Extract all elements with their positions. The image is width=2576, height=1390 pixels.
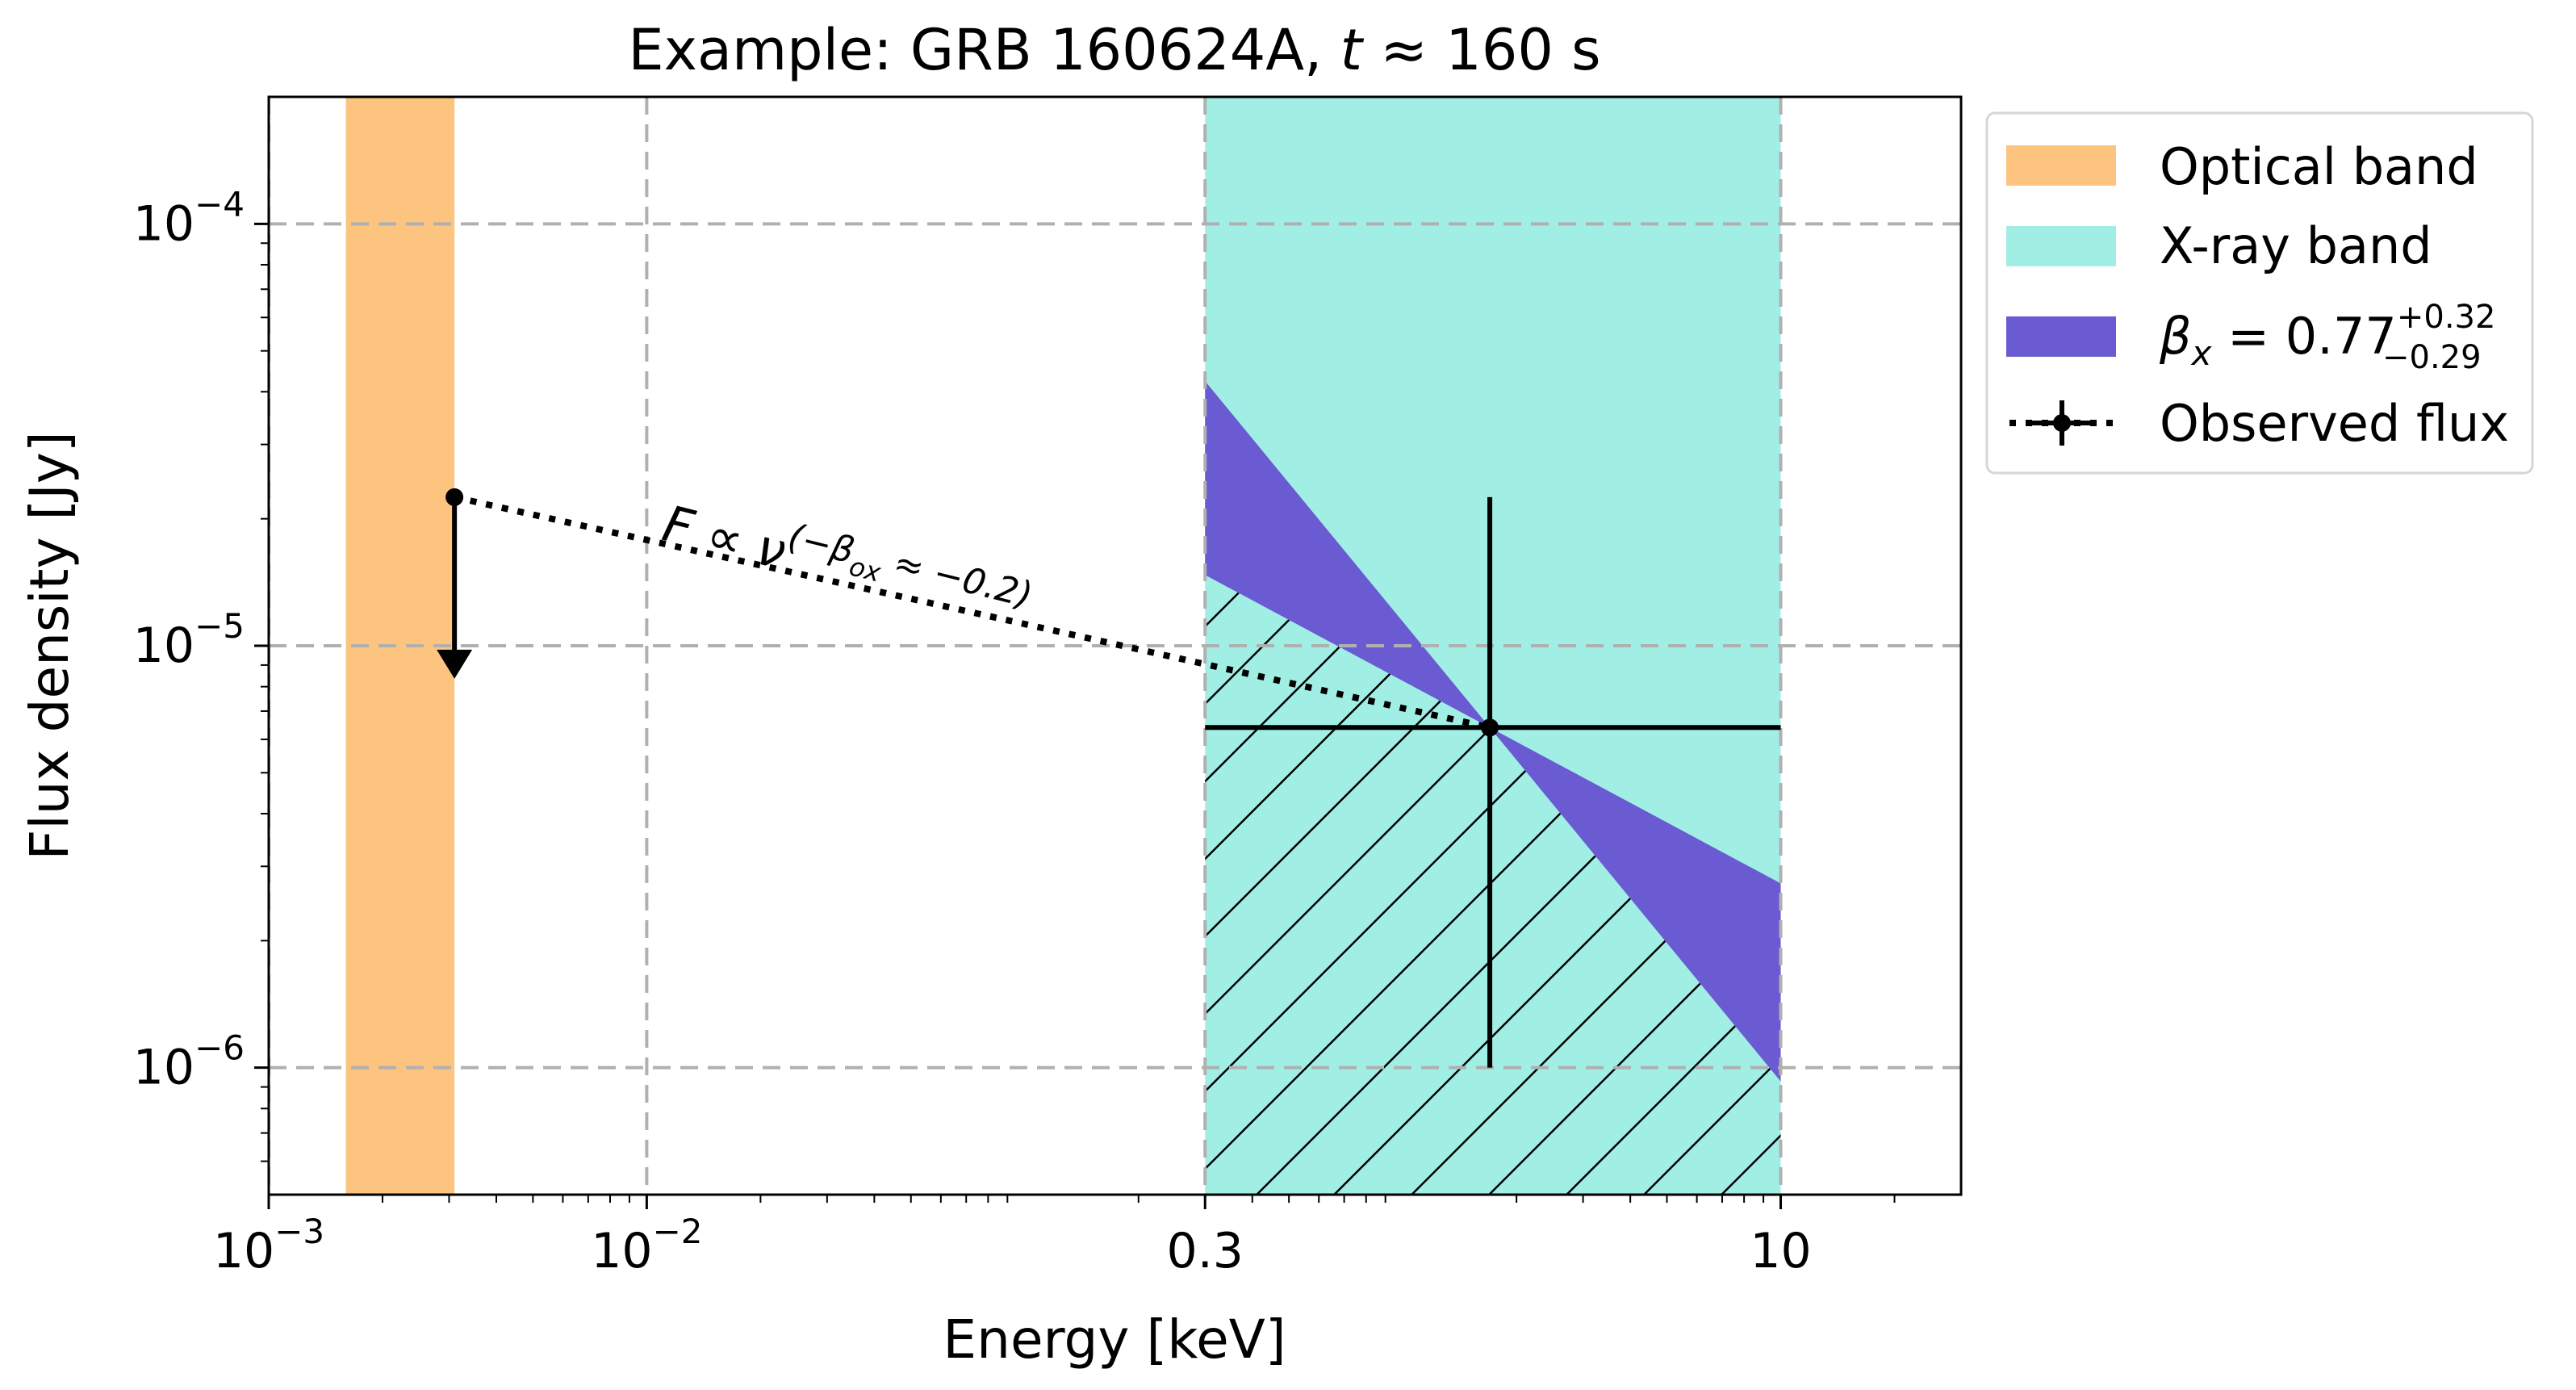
x-axis-label: Energy [keV] (943, 1308, 1286, 1371)
x-ticks: 10−3 10−2 0.3 10 (213, 1195, 1896, 1279)
x-tick-label: 10−2 (591, 1212, 702, 1279)
grid (269, 97, 1961, 1195)
y-axis-label: Flux density [Jy] (19, 431, 81, 860)
legend-label-observed: Observed flux (2160, 394, 2509, 453)
legend-beta-value: = 0.77 (2211, 307, 2396, 366)
slope-annotation: F ∝ ν(−βox ≈ −0.2) (657, 486, 1036, 642)
x-tick-label: 10−3 (213, 1212, 324, 1279)
annotation-exponent: (−β (784, 516, 859, 571)
y-tick-label: 10−5 (133, 606, 245, 674)
title-suffix: ≈ 160 s (1362, 17, 1600, 83)
legend-swatch-xray (2006, 226, 2116, 266)
title-prefix: Example: GRB 160624A, (628, 17, 1340, 83)
legend-swatch-optical (2006, 145, 2116, 186)
plot-area (269, 97, 1961, 1195)
legend-label-optical: Optical band (2160, 137, 2478, 196)
annotation-exp-tail: ≈ −0.2) (879, 539, 1037, 616)
legend-beta-sup: +0.32 (2397, 299, 2496, 336)
chart-title: Example: GRB 160624A, t ≈ 160 s (628, 17, 1600, 83)
x-tick-label: 10 (1750, 1223, 1811, 1279)
y-ticks: 10−4 10−5 10−6 (133, 184, 269, 1162)
legend-label-bowtie: βx = 0.77+0.32 −0.29 (2159, 299, 2495, 376)
legend-beta: β (2159, 307, 2192, 366)
legend-box (1985, 111, 2534, 475)
xray-flux-point (1481, 718, 1499, 737)
legend-marker-observed (2009, 400, 2114, 446)
legend-beta-sub: x (2190, 333, 2213, 373)
legend: Optical band X-ray band βx = 0.77+0.32 −0… (1985, 111, 2534, 475)
legend-beta-subval: −0.29 (2382, 339, 2482, 376)
optical-flux-point (445, 488, 464, 506)
y-tick-label: 10−6 (133, 1028, 245, 1096)
legend-swatch-bowtie (2006, 316, 2116, 357)
y-tick-label: 10−4 (133, 184, 245, 252)
annotation-main: F ∝ ν (657, 494, 792, 581)
x-tick-label: 0.3 (1167, 1223, 1244, 1279)
title-t: t (1340, 17, 1365, 83)
legend-label-xray: X-ray band (2160, 216, 2432, 275)
upper-limit-arrow-head (437, 649, 473, 679)
